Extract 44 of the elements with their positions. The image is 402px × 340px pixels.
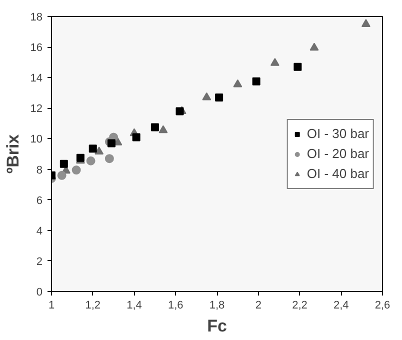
point xyxy=(202,92,212,100)
point xyxy=(252,77,260,86)
point xyxy=(107,139,116,148)
point xyxy=(132,133,140,142)
y-tick-label: 6 xyxy=(36,194,43,207)
point xyxy=(310,42,319,51)
x-tick-label: 2,4 xyxy=(333,300,349,312)
point xyxy=(158,125,168,134)
y-tick-label: 18 xyxy=(30,12,43,24)
y-axis-title: ºBrix xyxy=(3,134,22,174)
y-tick-label: 12 xyxy=(30,103,43,116)
x-tick-label: 1,6 xyxy=(168,300,184,312)
y-tick-label: 2 xyxy=(36,256,43,268)
y-tick-label: 8 xyxy=(36,164,43,176)
x-tick-label: 1,8 xyxy=(209,300,225,312)
point xyxy=(270,58,280,66)
point xyxy=(94,146,104,155)
y-tick-label: 14 xyxy=(30,72,43,85)
point xyxy=(361,19,370,27)
point xyxy=(104,154,114,164)
point xyxy=(60,160,68,168)
x-tick-label: 1 xyxy=(48,300,55,312)
legend-label: OI - 30 bar xyxy=(306,125,369,142)
point xyxy=(86,156,96,166)
point xyxy=(215,93,224,102)
point xyxy=(176,107,184,116)
legend-label: OI - 20 bar xyxy=(306,145,369,162)
y-tick-label: 10 xyxy=(30,134,43,146)
x-tick-label: 1,4 xyxy=(126,300,142,312)
point xyxy=(150,123,159,132)
point xyxy=(294,62,302,71)
x-axis-title: Fc xyxy=(207,316,227,336)
point xyxy=(88,144,97,153)
y-tick-label: 4 xyxy=(36,225,43,238)
y-tick-label: 0 xyxy=(36,286,43,298)
x-tick-label: 2,2 xyxy=(292,300,308,312)
x-tick-label: 1,2 xyxy=(85,300,101,312)
point xyxy=(72,166,81,175)
point xyxy=(233,79,242,88)
x-tick-label: 2 xyxy=(255,300,262,312)
y-tick-label: 16 xyxy=(30,42,43,54)
legend-label: OI - 40 bar xyxy=(306,165,369,182)
x-tick-label: 2,6 xyxy=(374,300,390,312)
point xyxy=(57,170,66,180)
